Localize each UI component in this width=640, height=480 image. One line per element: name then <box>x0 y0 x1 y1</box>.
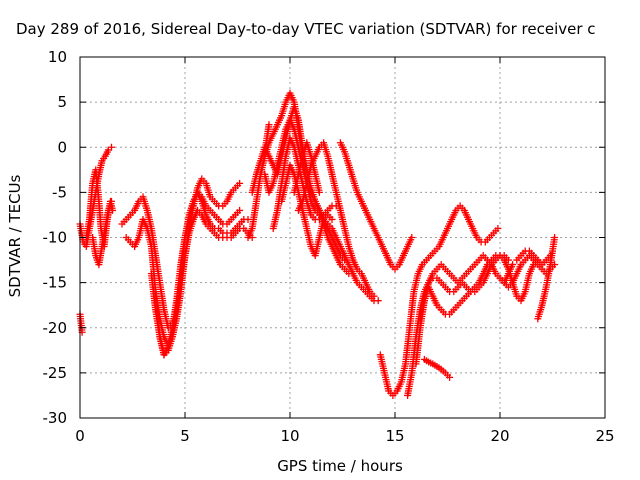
y-tick-label: 10 <box>48 48 67 66</box>
y-axis-label: SDTVAR / TECUs <box>6 174 24 297</box>
x-tick-label: 0 <box>75 427 85 445</box>
x-tick-label: 10 <box>280 427 299 445</box>
x-tick-label: 5 <box>180 427 190 445</box>
y-tick-label: 0 <box>57 138 67 156</box>
data-point <box>546 252 554 260</box>
data-point <box>551 234 559 241</box>
data-point <box>509 261 517 269</box>
x-tick-label: 20 <box>490 427 509 445</box>
data-point <box>494 224 502 232</box>
data-point <box>108 143 115 151</box>
data-point <box>370 292 378 300</box>
y-tick-label: -20 <box>43 319 68 337</box>
data-point <box>265 121 273 129</box>
data-point <box>236 206 244 214</box>
data-point <box>108 197 115 205</box>
x-tick-label: 15 <box>385 427 404 445</box>
x-tick-label: 25 <box>595 427 614 445</box>
y-tick-label: -25 <box>43 364 68 382</box>
y-tick-label: -5 <box>52 183 67 201</box>
y-tick-label: -30 <box>43 409 68 427</box>
data-point <box>446 373 454 381</box>
y-tick-label: -15 <box>43 274 68 292</box>
chart-title: Day 289 of 2016, Sidereal Day-to-day VTE… <box>16 20 596 38</box>
data-point <box>341 256 349 264</box>
data-point <box>315 188 323 196</box>
data-point <box>328 215 336 223</box>
data-point <box>504 256 512 264</box>
y-tick-label: 5 <box>57 93 67 111</box>
grid-layer <box>80 57 605 418</box>
data-point <box>236 179 244 187</box>
data-point <box>374 297 382 305</box>
axis-ticks: 0 5 10 15 20 25 -30 -25 -20 -15 -10 -5 0 5 10 <box>43 48 615 445</box>
data-point <box>345 270 353 278</box>
data-points <box>76 89 559 399</box>
x-axis-label: GPS time / hours <box>277 457 403 475</box>
y-tick-label: -10 <box>43 229 68 247</box>
data-point <box>408 234 416 241</box>
